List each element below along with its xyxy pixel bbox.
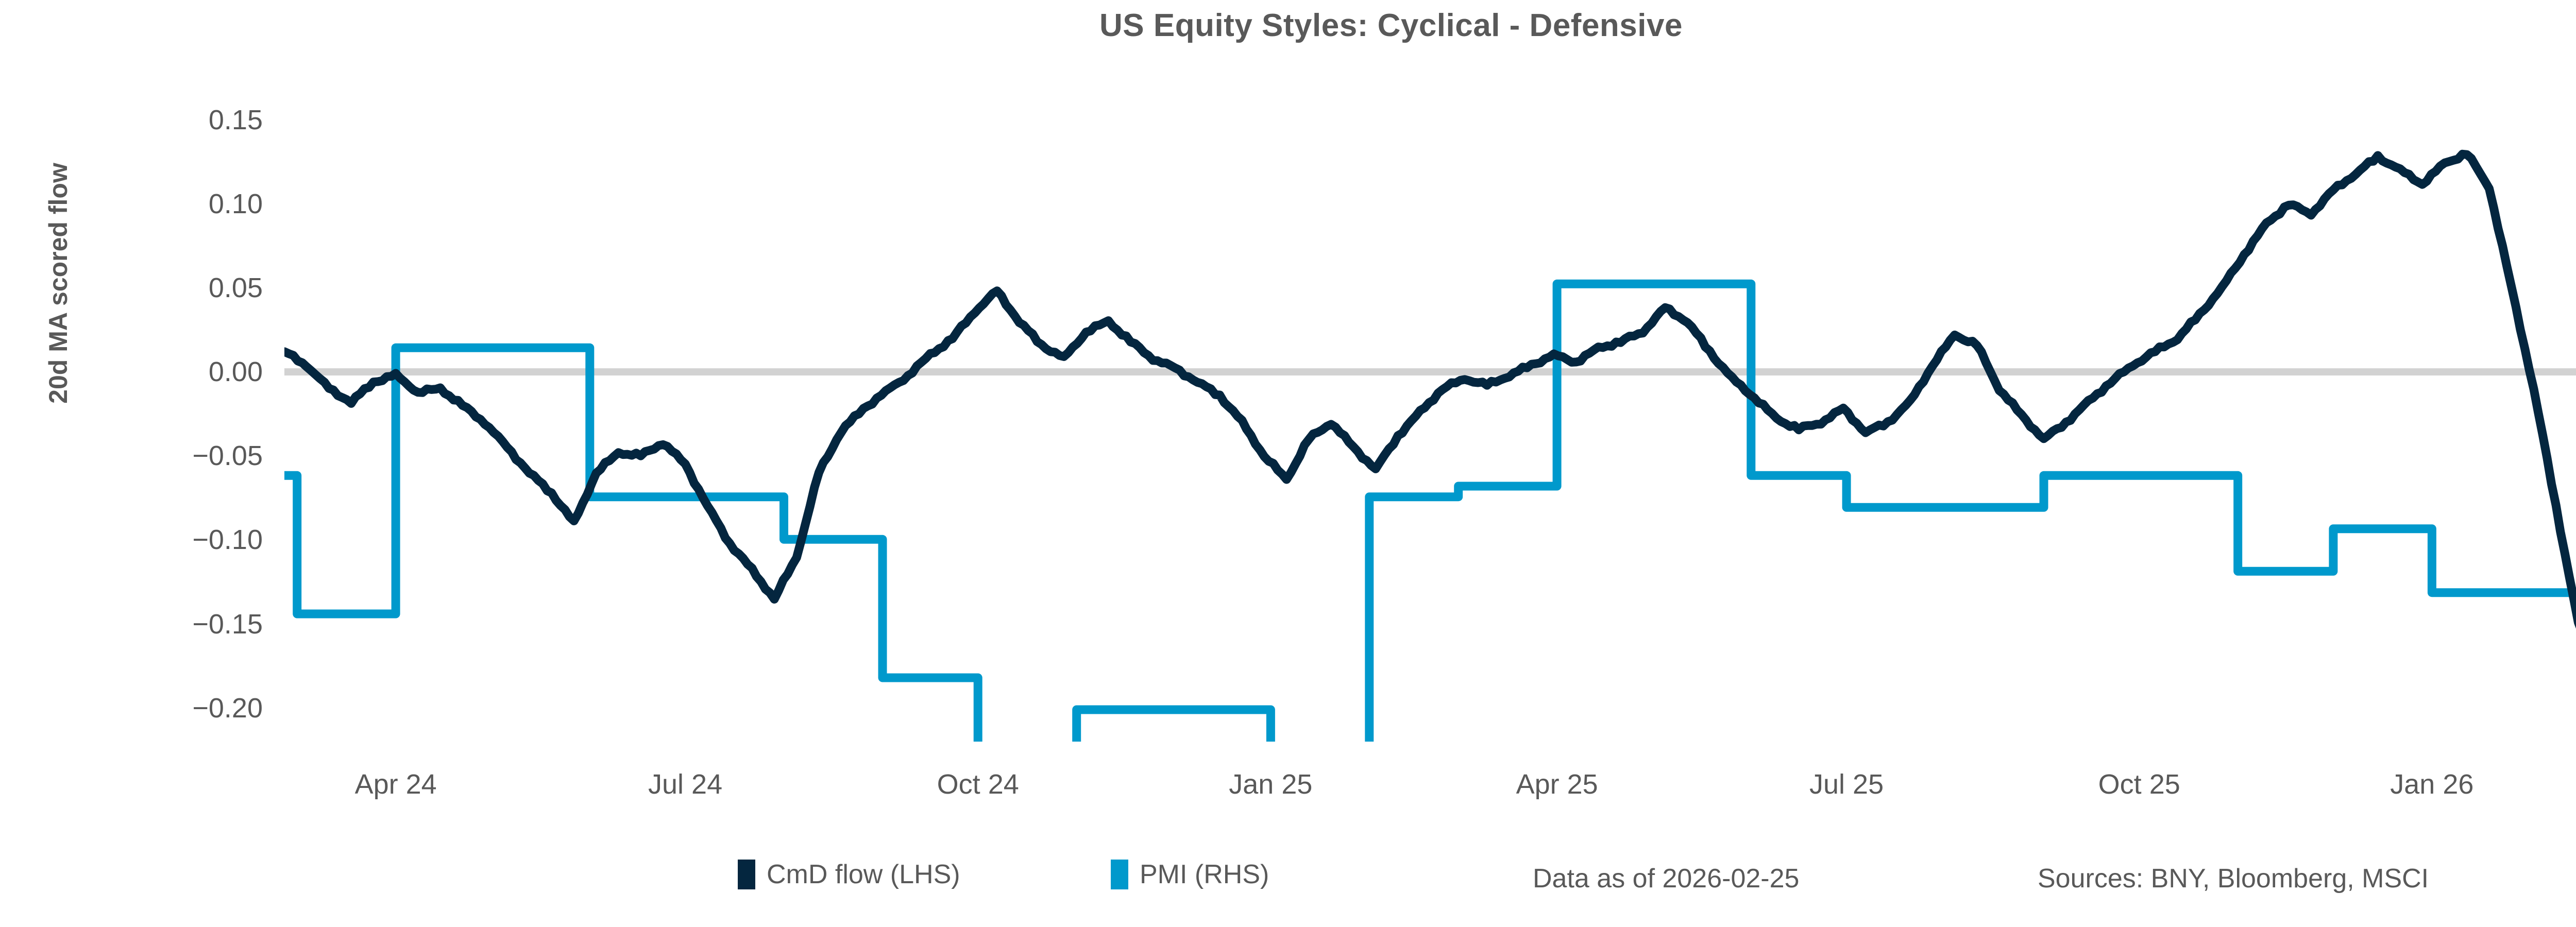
series-line-pmi [284,279,2576,742]
legend-swatch-pmi [1111,860,1128,889]
plot-area [284,103,2576,742]
page-title: US Equity Styles: Cyclical - Defensive [1099,8,1683,43]
x-tick-7: Jan 26 [2390,769,2474,800]
y-tick-left-0: 0.15 [208,104,263,135]
legend-label-cmd-flow: CmD flow (LHS) [767,860,960,889]
y-tick-left-5: −0.10 [192,524,263,556]
y-axis-left-label: 20d MA scored flow [44,163,73,404]
x-tick-2: Oct 24 [937,769,1019,800]
y-tick-left-7: −0.20 [192,692,263,724]
y-axis-left-ticks: 0.15 0.10 0.05 0.00 −0.05 −0.10 −0.15 −0.20 [77,0,263,927]
x-tick-0: Apr 24 [354,769,437,800]
y-tick-left-2: 0.05 [208,272,263,303]
x-tick-5: Jul 25 [1809,769,1884,800]
data-as-of-note: Data as of 2026-02-25 [1533,864,1800,894]
legend-item-cmd-flow[interactable]: CmD flow (LHS) [738,859,960,890]
series-line-cmd-flow [284,149,2576,629]
chart-legend: CmD flow (LHS) PMI (RHS) Data as of 2026… [0,855,2576,901]
y-tick-left-6: −0.15 [192,608,263,640]
legend-label-pmi: PMI (RHS) [1140,860,1269,889]
y-tick-left-1: 0.10 [208,188,263,219]
y-tick-left-4: −0.05 [192,440,263,472]
y-tick-left-3: 0.00 [208,356,263,388]
chart-canvas [284,149,2576,742]
legend-item-pmi[interactable]: PMI (RHS) [1111,859,1269,890]
x-tick-3: Jan 25 [1229,769,1313,800]
sources-note: Sources: BNY, Bloomberg, MSCI [2038,864,2429,894]
legend-swatch-cmd-flow [738,860,755,889]
x-tick-6: Oct 25 [2098,769,2180,800]
x-tick-1: Jul 24 [648,769,723,800]
x-tick-4: Apr 25 [1516,769,1598,800]
